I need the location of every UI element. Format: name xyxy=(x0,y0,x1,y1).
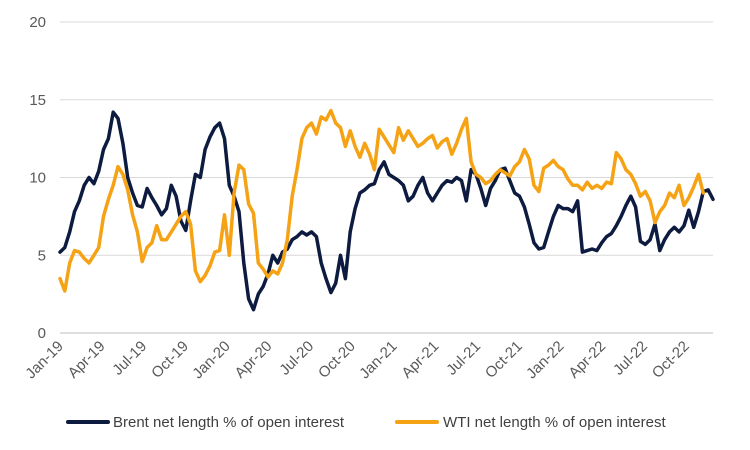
x-tick-label: Jul-22 xyxy=(610,338,651,379)
x-tick-label: Oct-22 xyxy=(649,338,693,382)
x-tick-label: Oct-19 xyxy=(148,338,192,382)
x-tick-label: Jan-20 xyxy=(189,338,233,382)
y-tick-label: 5 xyxy=(38,247,46,264)
y-tick-label: 15 xyxy=(29,92,46,109)
series-lines xyxy=(58,108,715,312)
x-tick-label: Apr-21 xyxy=(398,338,442,382)
legend-label: WTI net length % of open interest xyxy=(443,414,666,431)
x-tick-label: Apr-19 xyxy=(65,338,109,382)
x-tick-label: Jul-21 xyxy=(443,338,484,379)
x-tick-label: Oct-20 xyxy=(315,338,359,382)
x-tick-label: Jan-21 xyxy=(356,338,400,382)
x-tick-label: Jul-20 xyxy=(276,338,317,379)
y-tick-label: 20 xyxy=(29,14,46,31)
x-tick-label: Jul-19 xyxy=(109,338,150,379)
gridlines xyxy=(60,21,713,256)
legend-label: Brent net length % of open interest xyxy=(113,414,345,431)
y-tick-label: 10 xyxy=(29,170,46,187)
y-tick-label: 0 xyxy=(38,325,46,342)
x-tick-label: Apr-20 xyxy=(232,338,276,382)
x-tick-label: Apr-22 xyxy=(565,338,609,382)
x-tick-label: Jan-19 xyxy=(22,338,66,382)
series-line-brent xyxy=(58,110,715,312)
x-tick-label: Jan-22 xyxy=(523,338,567,382)
x-tick-label: Oct-21 xyxy=(482,338,526,382)
series-line-wti xyxy=(58,108,706,293)
legend: Brent net length % of open interest WTI n… xyxy=(66,414,666,431)
